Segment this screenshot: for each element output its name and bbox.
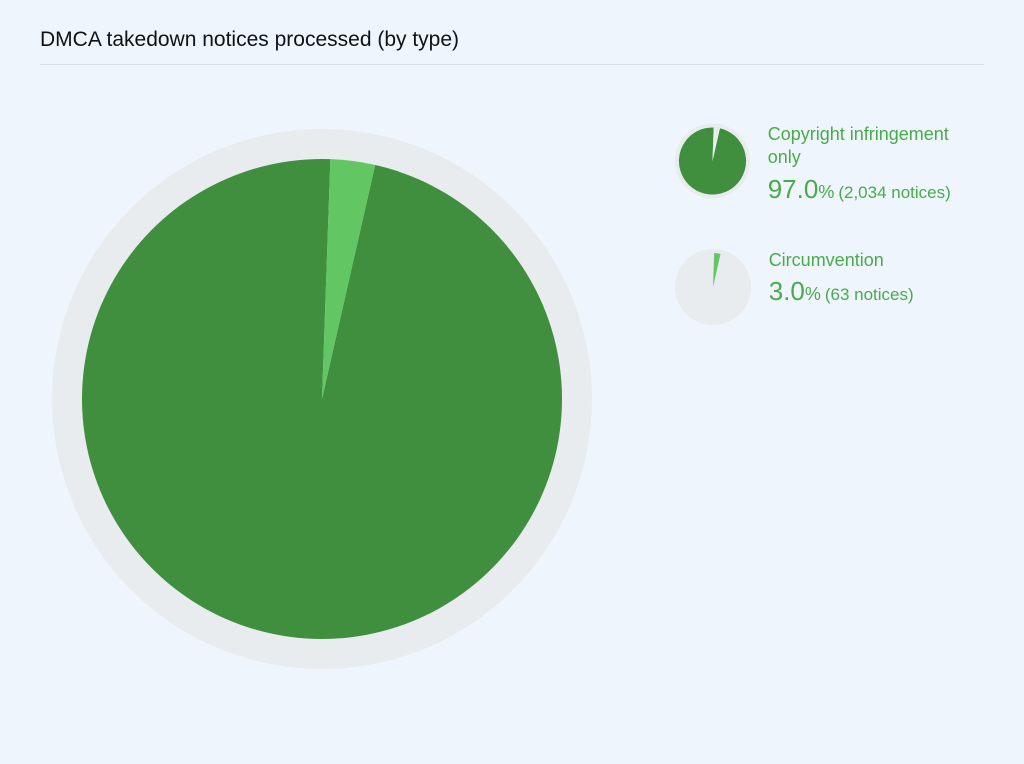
legend-percent-sign: % [805,284,821,304]
legend-text: Copyright infringement only 97.0%(2,034 n… [768,123,984,205]
legend-count: (2,034 notices) [838,183,950,202]
legend-percent-sign: % [818,182,834,202]
legend-thumb-pie [675,249,751,325]
legend-thumb-pie [675,123,750,199]
chart-canvas: DMCA takedown notices processed (by type… [0,0,1024,764]
content: Copyright infringement only97.0%(2,034 n… [40,73,984,674]
legend-count: (63 notices) [825,285,914,304]
legend-label: Copyright infringement only [768,123,984,170]
main-pie-chart [52,129,592,669]
legend-text: Circumvention 3.0%(63 notices) [769,249,914,308]
legend: Copyright infringement only97.0%(2,034 n… [645,73,984,325]
title-wrap: DMCA takedown notices processed (by type… [40,24,984,65]
legend-percent: 3.0 [769,276,805,306]
legend-label: Circumvention [769,249,914,272]
chart-title: DMCA takedown notices processed (by type… [40,28,984,52]
legend-value: 97.0%(2,034 notices) [768,174,984,205]
legend-percent: 97.0 [768,174,819,204]
legend-item: Circumvention 3.0%(63 notices) [675,249,984,325]
legend-item: Copyright infringement only 97.0%(2,034 n… [675,123,984,205]
legend-value: 3.0%(63 notices) [769,276,914,307]
main-pie-area [40,73,645,674]
